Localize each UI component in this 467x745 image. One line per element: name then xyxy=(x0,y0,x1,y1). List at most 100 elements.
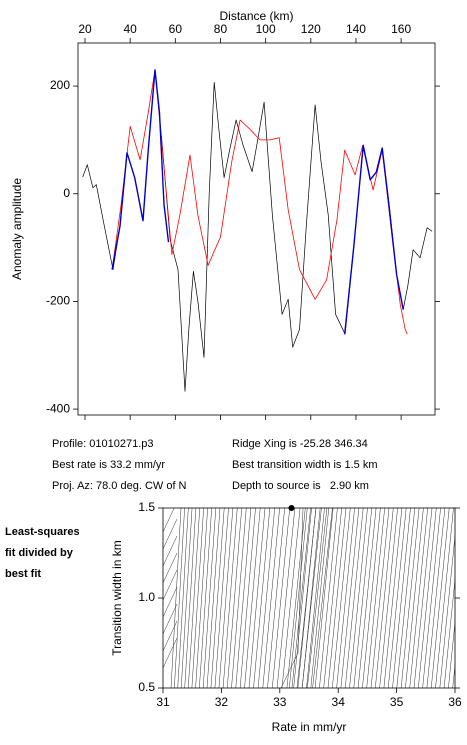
info-text: Profile: 01010271.p3 xyxy=(52,438,154,450)
contour-line xyxy=(357,508,377,688)
contour-line xyxy=(202,508,217,688)
contour-line xyxy=(396,508,416,688)
contour-line xyxy=(195,508,208,688)
contour-line xyxy=(349,508,368,688)
contour-line xyxy=(257,508,275,688)
contour-line xyxy=(199,508,212,688)
contour-line xyxy=(188,508,200,688)
contour-line xyxy=(163,586,178,618)
y-tick-label: 1.0 xyxy=(138,590,155,604)
contour-line xyxy=(366,508,385,688)
contour-line xyxy=(163,569,178,601)
contour-line xyxy=(286,508,306,688)
contour-line xyxy=(262,508,280,688)
info-text: Ridge Xing is -25.28 346.34 xyxy=(232,438,368,450)
x-tick-label: 32 xyxy=(215,695,229,709)
contour-line xyxy=(177,508,189,688)
data-line xyxy=(111,69,408,335)
contour-line xyxy=(362,508,381,688)
contour-line xyxy=(443,576,455,688)
contour-line xyxy=(253,508,271,688)
x-tick-label: 100 xyxy=(256,22,276,36)
data-line xyxy=(111,69,404,335)
contour-line xyxy=(231,508,247,688)
contour-line xyxy=(291,508,311,688)
contour-line xyxy=(383,508,403,688)
contour-line xyxy=(319,508,338,688)
contour-line xyxy=(214,508,229,688)
contour-line xyxy=(163,508,175,533)
best-fit-point xyxy=(288,505,295,511)
contour-line xyxy=(461,508,467,688)
x-tick-label: 35 xyxy=(390,695,404,709)
x-tick-label: 40 xyxy=(123,22,137,36)
contour-line xyxy=(370,508,390,688)
contour-line xyxy=(400,508,420,688)
contour-line xyxy=(222,508,238,688)
contour-line xyxy=(206,508,221,688)
contour-line xyxy=(422,508,441,688)
contour-line xyxy=(280,508,304,688)
contour-line xyxy=(314,508,334,688)
contour-line xyxy=(235,508,252,688)
x-tick-label: 140 xyxy=(346,22,366,36)
info-text: Best rate is 33.2 mm/yr xyxy=(52,459,165,471)
contour-line xyxy=(281,508,301,688)
contour-line xyxy=(191,508,204,688)
contour-line xyxy=(293,508,312,688)
side-note: fit divided by xyxy=(5,547,74,559)
contour-line xyxy=(163,552,178,584)
x-tick-label: 34 xyxy=(332,695,346,709)
contour-line xyxy=(392,508,411,688)
x-tick-label: 33 xyxy=(273,695,287,709)
plot-frame xyxy=(77,42,436,416)
x-tick-label: 80 xyxy=(214,22,228,36)
contour-line xyxy=(307,508,328,688)
contour-line xyxy=(301,508,321,688)
y-tick-label: -400 xyxy=(46,401,70,415)
contour-line xyxy=(163,603,178,635)
contour-line xyxy=(218,508,234,688)
contour-line xyxy=(163,637,178,669)
contour-line xyxy=(409,508,428,688)
contour-line xyxy=(430,508,450,688)
x-tick-label: 120 xyxy=(301,22,321,36)
contour-line xyxy=(353,508,373,688)
contour-line xyxy=(170,508,182,688)
contour-line xyxy=(336,508,355,688)
contour-line xyxy=(227,508,242,688)
contour-line xyxy=(387,508,407,688)
y-tick-label: 1.5 xyxy=(138,500,155,514)
contour-line xyxy=(239,508,256,688)
x-axis-label: Rate in mm/yr xyxy=(272,720,347,734)
contour-line xyxy=(448,619,455,688)
contour-line xyxy=(379,508,398,688)
side-note: best fit xyxy=(5,568,41,580)
x-tick-label: 160 xyxy=(391,22,411,36)
x-tick-label: 36 xyxy=(448,695,462,709)
contour-line xyxy=(272,508,290,688)
x-tick-label: 60 xyxy=(169,22,183,36)
contour-line xyxy=(418,508,437,688)
contour-line xyxy=(306,508,325,688)
info-text: Proj. Az: 78.0 deg. CW of N xyxy=(52,480,187,492)
contour-line xyxy=(267,508,285,688)
x-axis-label: Distance (km) xyxy=(219,9,293,23)
contour-line xyxy=(163,620,178,652)
side-note: Least-squares xyxy=(5,526,80,538)
data-line xyxy=(82,69,433,392)
contour-line xyxy=(435,508,454,688)
contour-line xyxy=(184,508,197,688)
contour-line xyxy=(323,508,342,688)
contour-line xyxy=(174,508,185,688)
y-tick-label: -200 xyxy=(46,294,70,308)
contour-line xyxy=(405,508,424,688)
contour-line xyxy=(163,535,178,567)
contour-line xyxy=(413,508,433,688)
contour-line xyxy=(312,508,333,688)
contour-line xyxy=(244,508,261,688)
contour-line xyxy=(289,508,308,688)
contour-line xyxy=(332,508,351,688)
contour-line xyxy=(340,508,360,688)
